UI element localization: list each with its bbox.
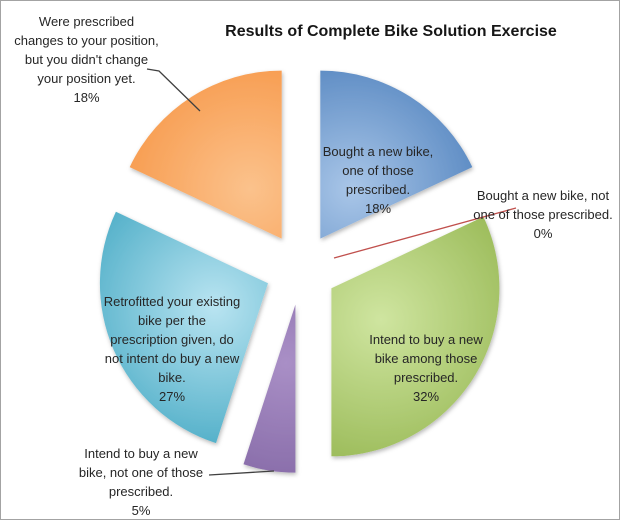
slice-label-bought-new-bike-not-prescribed: Bought a new bike, not one of those pres… <box>473 186 613 243</box>
slice-percent: 5% <box>131 503 151 518</box>
slice-percent: 0% <box>533 226 553 241</box>
leader-line-prescribed-no-position-change <box>146 68 201 112</box>
slice-percent: 32% <box>412 389 440 404</box>
slice-label-text: Were prescribed changes to your position… <box>14 14 159 86</box>
slice-label-text: Bought a new bike, one of those prescrib… <box>322 144 434 197</box>
slice-percent: 18% <box>364 201 392 216</box>
pie-slice-intend-buy-prescribed[interactable] <box>331 216 500 457</box>
chart-title: Results of Complete Bike Solution Exerci… <box>225 23 557 40</box>
slice-label-text: Intend to buy a new bike, not one of tho… <box>78 446 204 499</box>
pie-slice-intend-buy-not-prescribed[interactable] <box>243 304 296 473</box>
slice-label-bought-new-bike-prescribed: Bought a new bike, one of those prescrib… <box>313 142 443 218</box>
leader-line-intend-buy-not-prescribed <box>208 470 275 476</box>
slice-label-text: Retrofitted your existing bike per the p… <box>103 294 241 385</box>
slice-label-text: Intend to buy a new bike among those pre… <box>369 332 483 385</box>
slice-label-text: Bought a new bike, not one of those pres… <box>473 188 613 222</box>
slice-label-prescribed-no-position-change: Were prescribed changes to your position… <box>14 12 159 107</box>
slice-percent: 18% <box>73 90 100 105</box>
pie-slice-bought-new-bike-prescribed[interactable] <box>320 70 473 239</box>
pie-slice-prescribed-no-position-change[interactable] <box>129 70 282 239</box>
slice-label-intend-buy-not-prescribed: Intend to buy a new bike, not one of tho… <box>71 444 211 520</box>
slice-label-retrofitted-existing-bike: Retrofitted your existing bike per the p… <box>103 292 241 406</box>
pie-slice-retrofitted-existing-bike[interactable] <box>99 211 268 444</box>
slice-percent: 27% <box>158 389 186 404</box>
leader-line-bought-new-bike-not-prescribed <box>333 207 517 259</box>
slice-label-intend-buy-prescribed: Intend to buy a new bike among those pre… <box>356 330 496 406</box>
